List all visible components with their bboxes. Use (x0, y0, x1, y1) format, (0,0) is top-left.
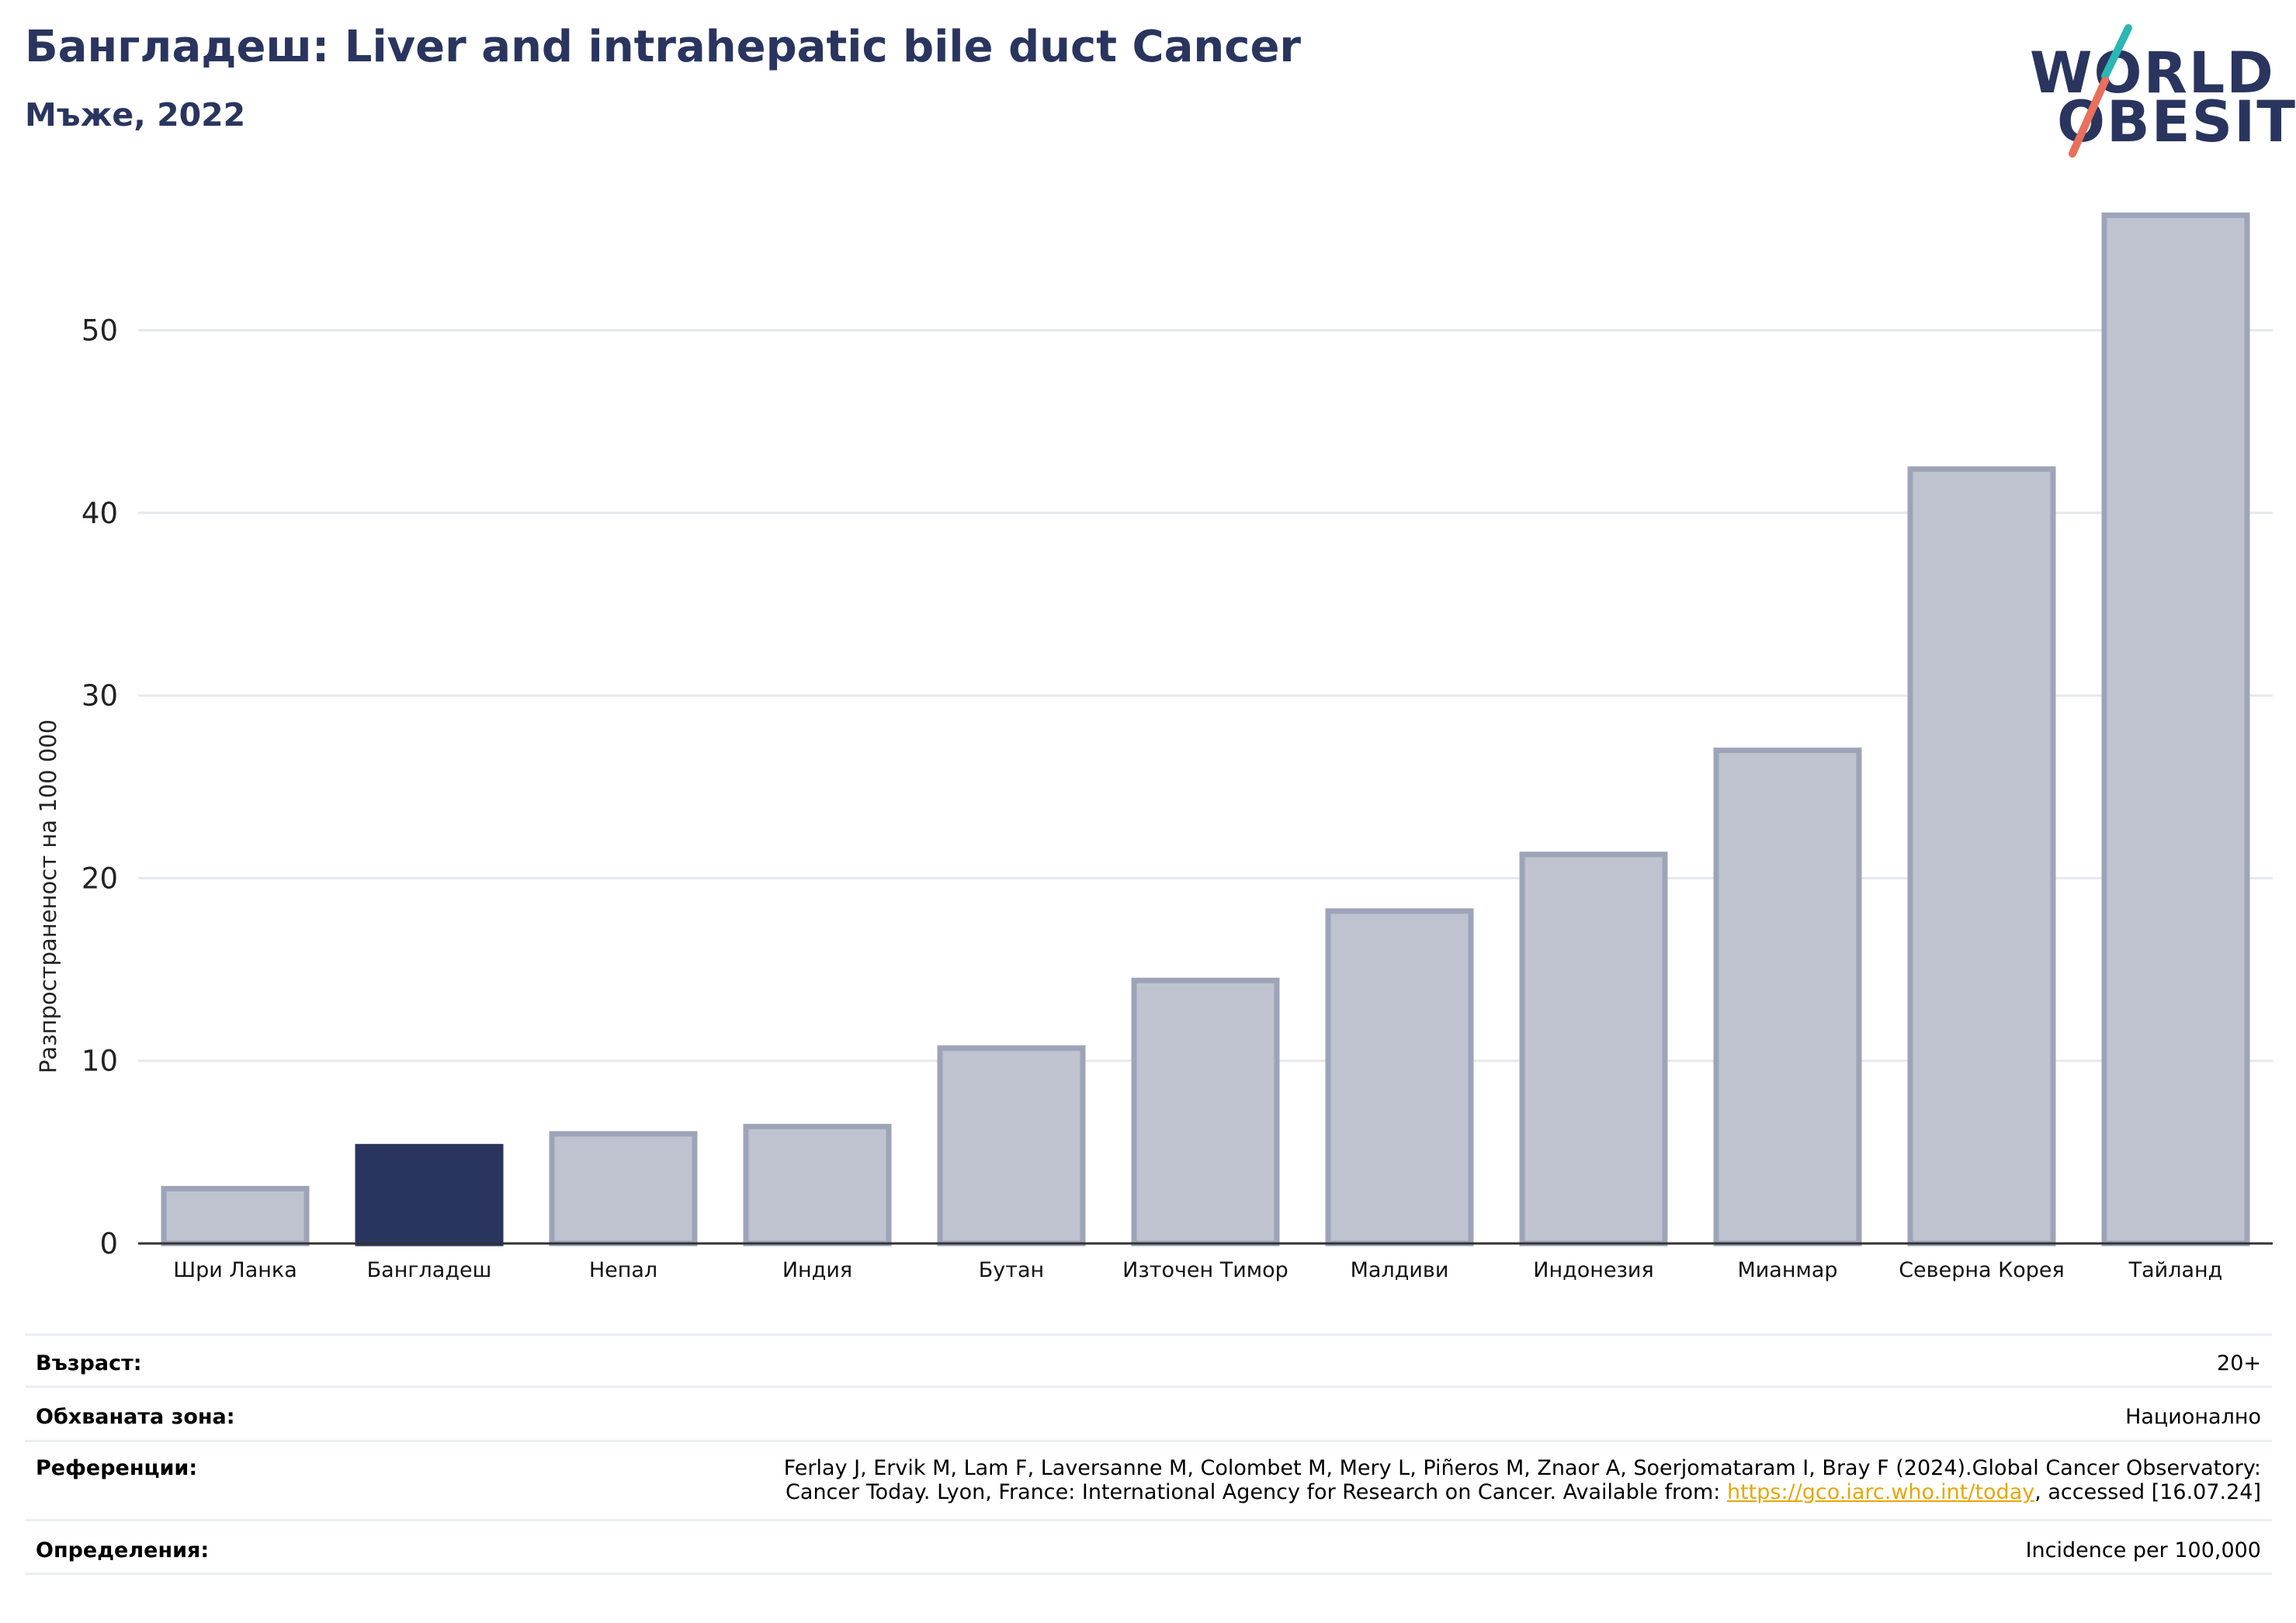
references-line-2: Cancer Today. Lyon, France: Internationa… (784, 1480, 2261, 1504)
bar (1713, 747, 1862, 1247)
x-tick-label: Северна Корея (1899, 1258, 2065, 1282)
references-line-2-start: Cancer Today. Lyon, France: Internationa… (786, 1480, 1727, 1504)
coverage-value: Национално (2125, 1405, 2261, 1429)
bar (355, 1143, 504, 1247)
bar (743, 1123, 892, 1247)
bar (1519, 851, 1668, 1247)
x-tick-label: Мианмар (1737, 1258, 1837, 1282)
bar (161, 1185, 310, 1247)
x-tick-label: Малдиви (1351, 1258, 1449, 1282)
world-obesity-logo: WORLD OBESITY (2018, 22, 2296, 169)
page-subtitle: Мъже, 2022 (25, 96, 246, 134)
y-tick-label: 20 (82, 862, 118, 895)
x-tick-label: Източен Тимор (1122, 1258, 1288, 1282)
bar (549, 1131, 698, 1247)
y-tick-label: 10 (82, 1045, 118, 1078)
definitions-label: Определения: (36, 1538, 210, 1562)
bar (937, 1045, 1086, 1247)
bar (1131, 977, 1280, 1247)
definitions-row: Определения: Incidence per 100,000 (25, 1519, 2272, 1575)
info-table: Възраст: 20+ Обхваната зона: Национално … (25, 1333, 2272, 1575)
x-tick-label: Индия (782, 1258, 852, 1282)
logo-slash-icon (2069, 24, 2132, 158)
age-value: 20+ (2217, 1351, 2261, 1375)
bar (1907, 466, 2056, 1247)
references-link[interactable]: https://gco.iarc.who.int/today (1726, 1480, 2035, 1504)
y-axis-label: Разпространеност на 100 000 (35, 720, 61, 1073)
coverage-label: Обхваната зона: (36, 1405, 235, 1429)
references-label: Референции: (36, 1456, 198, 1480)
y-tick-label: 40 (82, 497, 118, 530)
age-row: Възраст: 20+ (25, 1333, 2272, 1385)
x-tick-label: Непал (589, 1258, 657, 1282)
references-line-1: Ferlay J, Ervik M, Lam F, Laversanne M, … (783, 1456, 2261, 1480)
logo-line-1: WORLD (2030, 40, 2275, 106)
y-tick-label: 0 (99, 1227, 118, 1261)
y-tick-label: 50 (82, 314, 118, 348)
page-title: Бангладеш: Liver and intrahepatic bile d… (25, 22, 1302, 72)
age-label: Възраст: (36, 1351, 142, 1375)
x-tick-label: Тайланд (2128, 1258, 2223, 1282)
y-tick-label: 30 (82, 679, 118, 713)
x-tick-label: Бангладеш (367, 1258, 492, 1282)
coverage-row: Обхваната зона: Национално (25, 1385, 2272, 1440)
references-line-2-end: , accessed [16.07.24] (2034, 1480, 2261, 1504)
bar (1325, 908, 1474, 1247)
x-tick-label: Бутан (979, 1258, 1044, 1282)
x-tick-label: Шри Ланка (173, 1258, 297, 1282)
x-tick-label: Индонезия (1533, 1258, 1653, 1282)
bar-chart: 0 10 20 30 40 50 Разпространеност на 100 000 Шр… (35, 212, 2273, 1282)
definitions-value: Incidence per 100,000 (2025, 1538, 2261, 1562)
bar (2101, 212, 2250, 1247)
references-text: Ferlay J, Ervik M, Lam F, Laversanne M, … (784, 1456, 2261, 1504)
references-row: Референции: Ferlay J, Ervik M, Lam F, La… (25, 1440, 2272, 1519)
